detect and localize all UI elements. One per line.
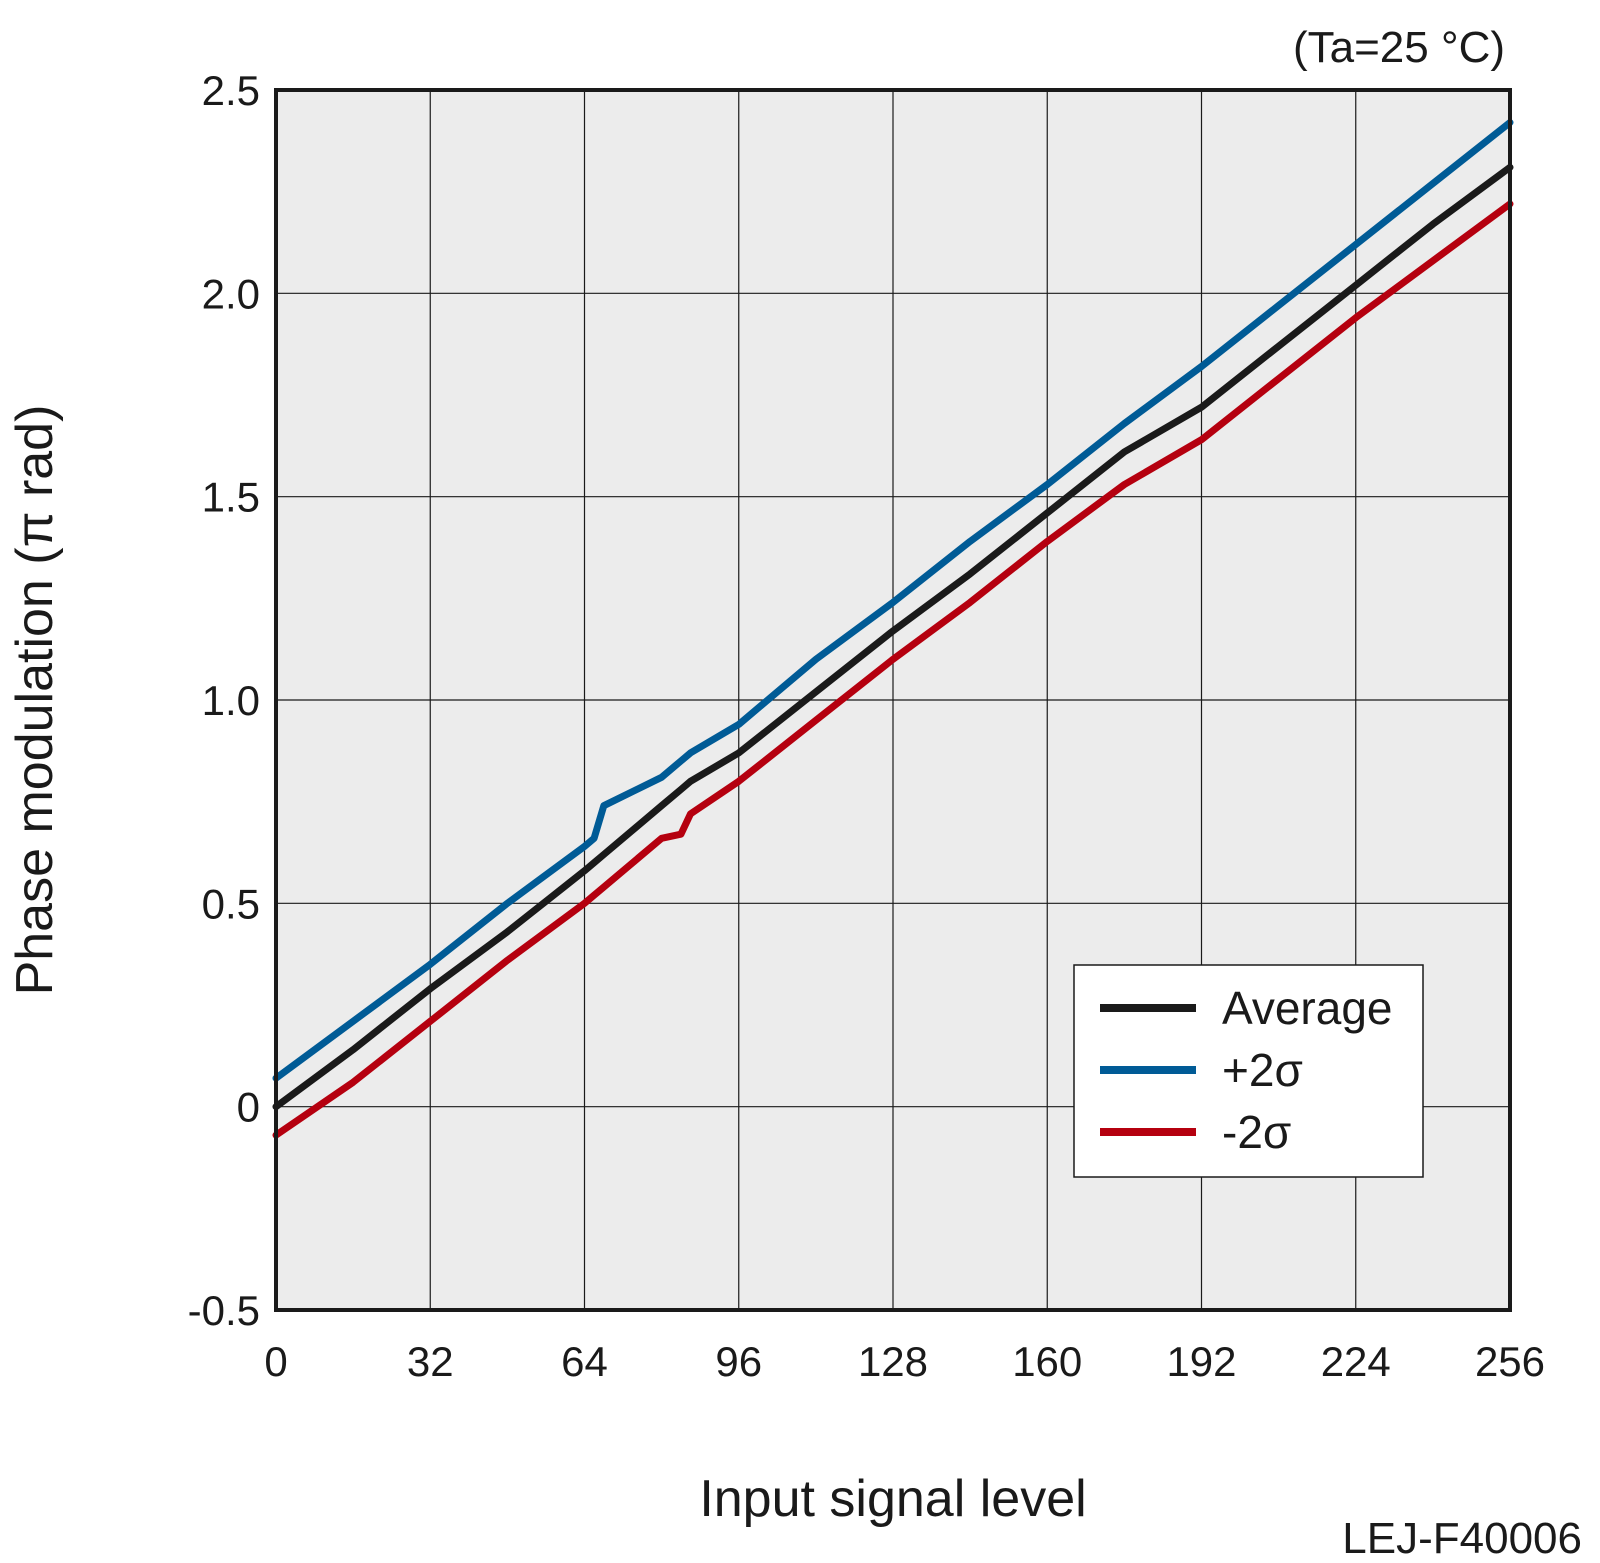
x-tick-label: 0 <box>264 1338 287 1385</box>
y-tick-labels: -0.5 0 0.5 1.0 1.5 2.0 2.5 <box>188 67 260 1334</box>
legend-label-1: +2σ <box>1222 1044 1303 1096</box>
condition-note: (Ta=25 °C) <box>1293 23 1505 72</box>
y-axis-title: Phase modulation (π rad) <box>6 405 64 996</box>
series-lines <box>272 119 1514 1139</box>
x-tick-label: 128 <box>858 1338 928 1385</box>
series-line-2 <box>272 200 1514 1139</box>
y-tick-label: 0.5 <box>202 880 260 927</box>
x-tick-label: 192 <box>1166 1338 1236 1385</box>
y-tick-label: 1.5 <box>202 474 260 521</box>
legend: Average +2σ -2σ <box>1073 964 1424 1178</box>
x-tick-label: 64 <box>561 1338 608 1385</box>
x-tick-label: 160 <box>1012 1338 1082 1385</box>
legend-label-2: -2σ <box>1222 1106 1291 1158</box>
plot-frame <box>274 88 1512 1312</box>
y-tick-label: -0.5 <box>188 1287 260 1334</box>
x-tick-label: 32 <box>407 1338 454 1385</box>
x-tick-labels: 0 32 64 96 128 160 192 224 256 <box>264 1338 1545 1385</box>
y-tick-label: 0 <box>237 1084 260 1131</box>
x-tick-label: 96 <box>715 1338 762 1385</box>
y-tick-label: 1.0 <box>202 677 260 724</box>
legend-label-0: Average <box>1222 982 1393 1034</box>
y-tick-label: 2.5 <box>202 67 260 114</box>
x-tick-label: 256 <box>1475 1338 1545 1385</box>
x-axis-title: Input signal level <box>699 1470 1086 1528</box>
series-line-1 <box>272 119 1514 1082</box>
y-tick-label: 2.0 <box>202 270 260 317</box>
figure-code-label: LEJ-F40006 <box>1342 1514 1582 1563</box>
series-line-0 <box>272 163 1514 1111</box>
x-tick-label: 224 <box>1321 1338 1391 1385</box>
